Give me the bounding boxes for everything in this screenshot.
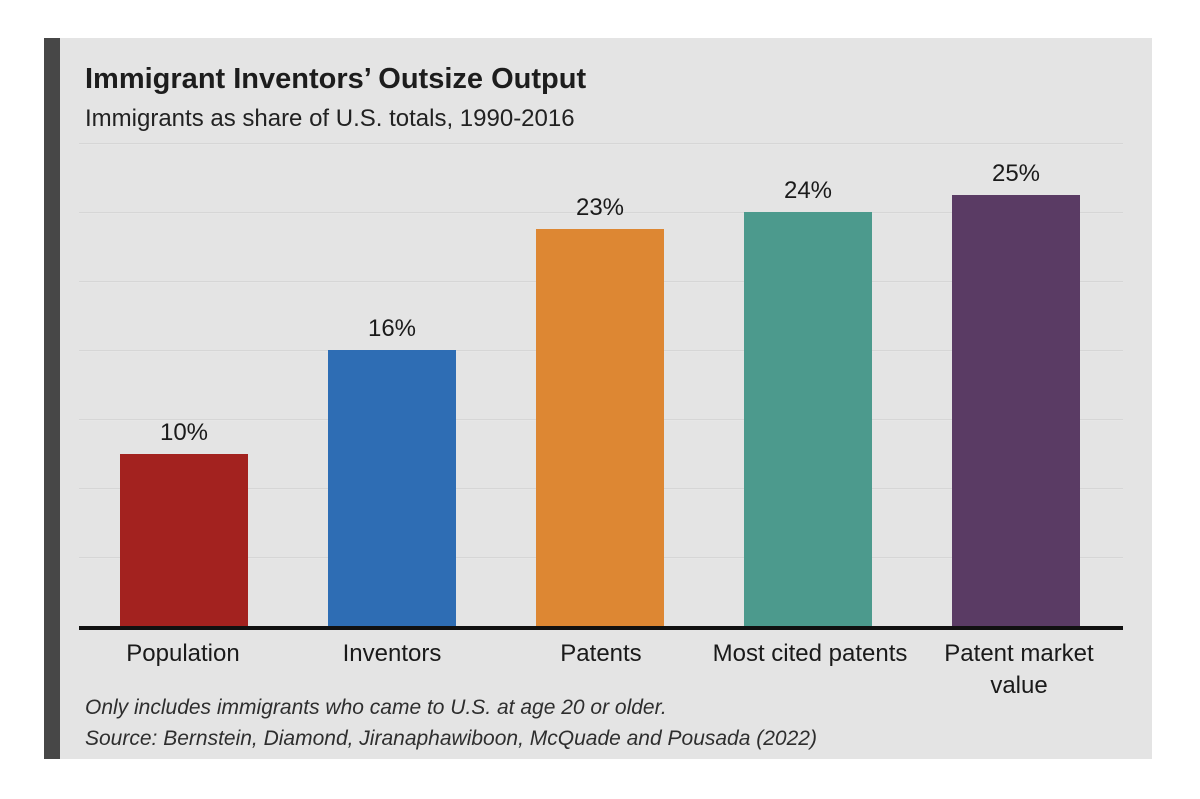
bar-most-cited-patents <box>744 212 872 626</box>
footer-notes: Only includes immigrants who came to U.S… <box>85 692 1127 754</box>
bar-cell-inventors: 16% <box>328 316 456 626</box>
category-label-inventors: Inventors <box>342 640 442 667</box>
chart-card: Immigrant Inventors’ Outsize Output Immi… <box>44 38 1152 759</box>
bar-inventors <box>328 350 456 626</box>
bar-value-label: 16% <box>367 315 417 342</box>
gridline-28pct <box>79 143 1123 145</box>
chart-title: Immigrant Inventors’ Outsize Output <box>85 63 587 95</box>
category-label-population: Population <box>126 640 240 667</box>
bar-value-label: 25% <box>991 159 1041 187</box>
plot-area: 10% 16% 23% 24% 25% <box>79 143 1123 630</box>
gridline-24pct <box>79 212 1123 214</box>
category-labels: Population Inventors Patents Most cited pat… <box>79 638 1123 699</box>
bars: 10% 16% 23% 24% 25% <box>120 147 1080 626</box>
bar-patent-market-value <box>952 194 1080 626</box>
bar-value-label: 10% <box>159 418 209 446</box>
category-label-patent-market-value: Patent market value <box>944 640 1094 699</box>
bar-cell-patent-market-value: 25% <box>952 159 1080 626</box>
bar-population <box>120 453 248 626</box>
bar-patents <box>536 229 664 626</box>
category-label-most-cited-patents: Most cited patents <box>712 640 908 667</box>
bar-cell-patents: 23% <box>536 195 664 626</box>
chart-subtitle: Immigrants as share of U.S. totals, 1990… <box>85 105 575 132</box>
bar-value-label: 24% <box>783 177 833 204</box>
bar-cell-population: 10% <box>120 418 248 626</box>
bar-value-label: 23% <box>575 194 625 222</box>
category-label-patents: Patents <box>560 640 642 667</box>
left-accent-bar <box>44 38 60 759</box>
bar-cell-most-cited-patents: 24% <box>744 178 872 626</box>
source-note: Source: Bernstein, Diamond, Jiranaphawib… <box>85 727 817 750</box>
chart-panel: Immigrant Inventors’ Outsize Output Immi… <box>60 38 1152 759</box>
x-axis-line <box>79 626 1123 630</box>
footnote: Only includes immigrants who came to U.S… <box>85 696 667 719</box>
